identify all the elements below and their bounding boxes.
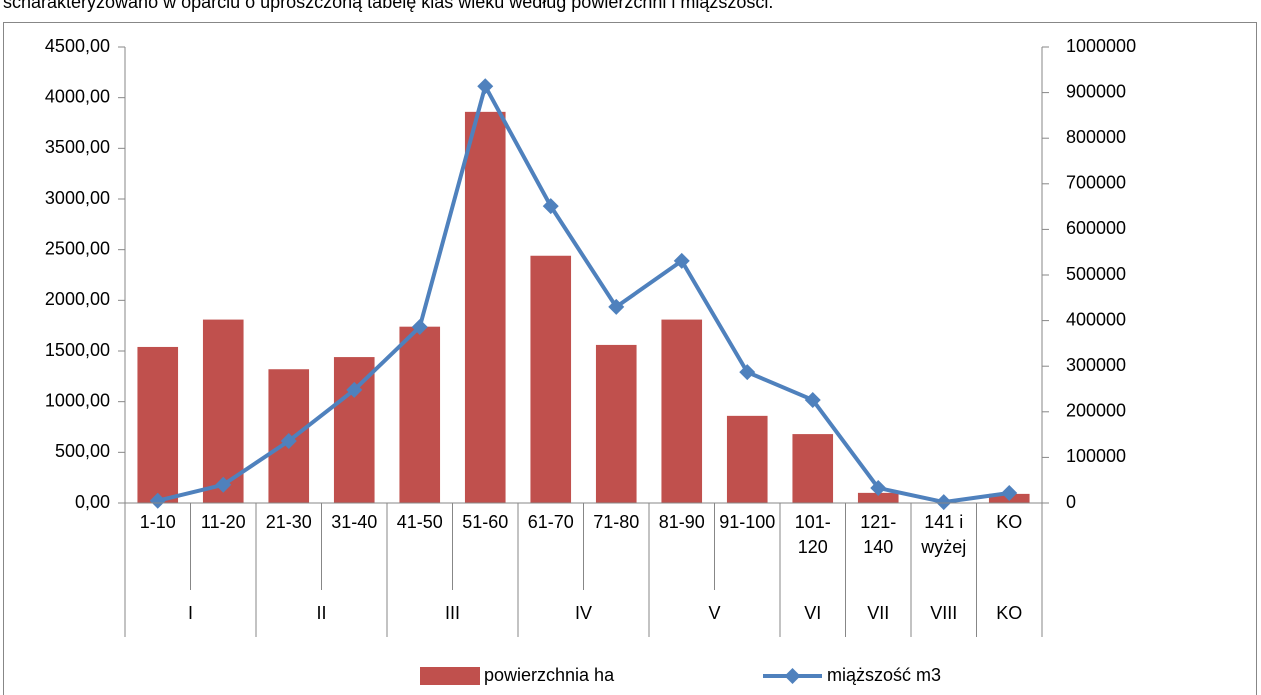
- x-tick-label: 11-20: [200, 512, 246, 532]
- marker: [149, 492, 166, 509]
- marker: [477, 78, 494, 95]
- marker: [935, 494, 952, 511]
- x-tick-label: KO: [996, 512, 1023, 532]
- bar: [137, 346, 179, 503]
- legend-label: powierzchnia ha: [484, 665, 615, 685]
- x-tick-label: 51-60: [462, 512, 509, 532]
- y2-tick-label: 0: [1066, 492, 1076, 512]
- group-label: VIII: [930, 603, 957, 623]
- bar: [792, 434, 834, 503]
- group-label: VI: [804, 603, 821, 623]
- x-tick-label: 1-10: [139, 512, 176, 532]
- x-tick-label: 31-40: [331, 512, 378, 532]
- legend-marker: [784, 668, 801, 684]
- group-label: IV: [575, 603, 592, 623]
- y2-tick-label: 700000: [1066, 173, 1126, 193]
- x-tick-label: 141 i wyżej: [921, 512, 967, 557]
- line: [157, 84, 1010, 505]
- group-label: III: [445, 603, 460, 623]
- y2-tick-label: 200000: [1066, 401, 1126, 421]
- y-tick-label: 500,00: [55, 441, 110, 461]
- legend-label: miąższość m3: [827, 665, 941, 685]
- y-tick-label: 1000,00: [45, 390, 110, 410]
- y2-tick-label: 900000: [1066, 81, 1126, 101]
- y2-tick-label: 500000: [1066, 264, 1126, 284]
- bar: [595, 344, 637, 503]
- y2-tick-label: 800000: [1066, 127, 1126, 147]
- x-tick-label: 101-120: [794, 512, 831, 557]
- x-tick-label: 91-100: [719, 512, 776, 532]
- group-label: VII: [867, 603, 889, 623]
- marker: [215, 476, 232, 493]
- bar: [464, 111, 506, 503]
- y-tick-label: 3500,00: [45, 137, 110, 157]
- y2-tick-label: 300000: [1066, 355, 1126, 375]
- marker: [673, 252, 690, 269]
- marker: [870, 479, 887, 496]
- marker: [608, 298, 625, 315]
- marker: [1001, 484, 1018, 501]
- marker: [280, 432, 297, 449]
- y-tick-label: 4000,00: [45, 86, 110, 106]
- marker: [411, 318, 428, 335]
- bar: [202, 319, 244, 503]
- bar: [530, 255, 572, 503]
- y2-tick-label: 400000: [1066, 309, 1126, 329]
- group-label: II: [316, 603, 326, 623]
- bar: [399, 326, 441, 503]
- x-tick-label: 71-80: [593, 512, 640, 532]
- x-tick-label: 41-50: [396, 512, 443, 532]
- y-tick-label: 3000,00: [45, 188, 110, 208]
- x-tick-label: 21-30: [265, 512, 312, 532]
- y-tick-label: 0,00: [75, 492, 110, 512]
- x-tick-label: 61-70: [527, 512, 574, 532]
- y-tick-label: 2500,00: [45, 238, 110, 258]
- y-tick-label: 2000,00: [45, 289, 110, 309]
- y-tick-label: 1500,00: [45, 340, 110, 360]
- marker: [739, 364, 756, 381]
- bar: [726, 415, 768, 503]
- marker: [346, 381, 363, 398]
- group-label: V: [708, 603, 720, 623]
- bar: [661, 319, 703, 503]
- caption: scharakteryzowano w oparciu o uproszczon…: [3, 0, 773, 12]
- bar: [333, 357, 375, 503]
- x-tick-label: 121-140: [860, 512, 897, 557]
- marker: [542, 198, 559, 215]
- y2-tick-label: 1000000: [1066, 36, 1136, 56]
- group-label: KO: [996, 603, 1022, 623]
- y2-tick-label: 100000: [1066, 446, 1126, 466]
- chart-border: [3, 22, 1257, 695]
- bar: [857, 492, 899, 503]
- x-tick-label: 81-90: [658, 512, 705, 532]
- group-label: I: [188, 603, 193, 623]
- legend-swatch: [420, 667, 480, 685]
- y-tick-label: 4500,00: [45, 36, 110, 56]
- marker: [804, 391, 821, 408]
- y2-tick-label: 600000: [1066, 218, 1126, 238]
